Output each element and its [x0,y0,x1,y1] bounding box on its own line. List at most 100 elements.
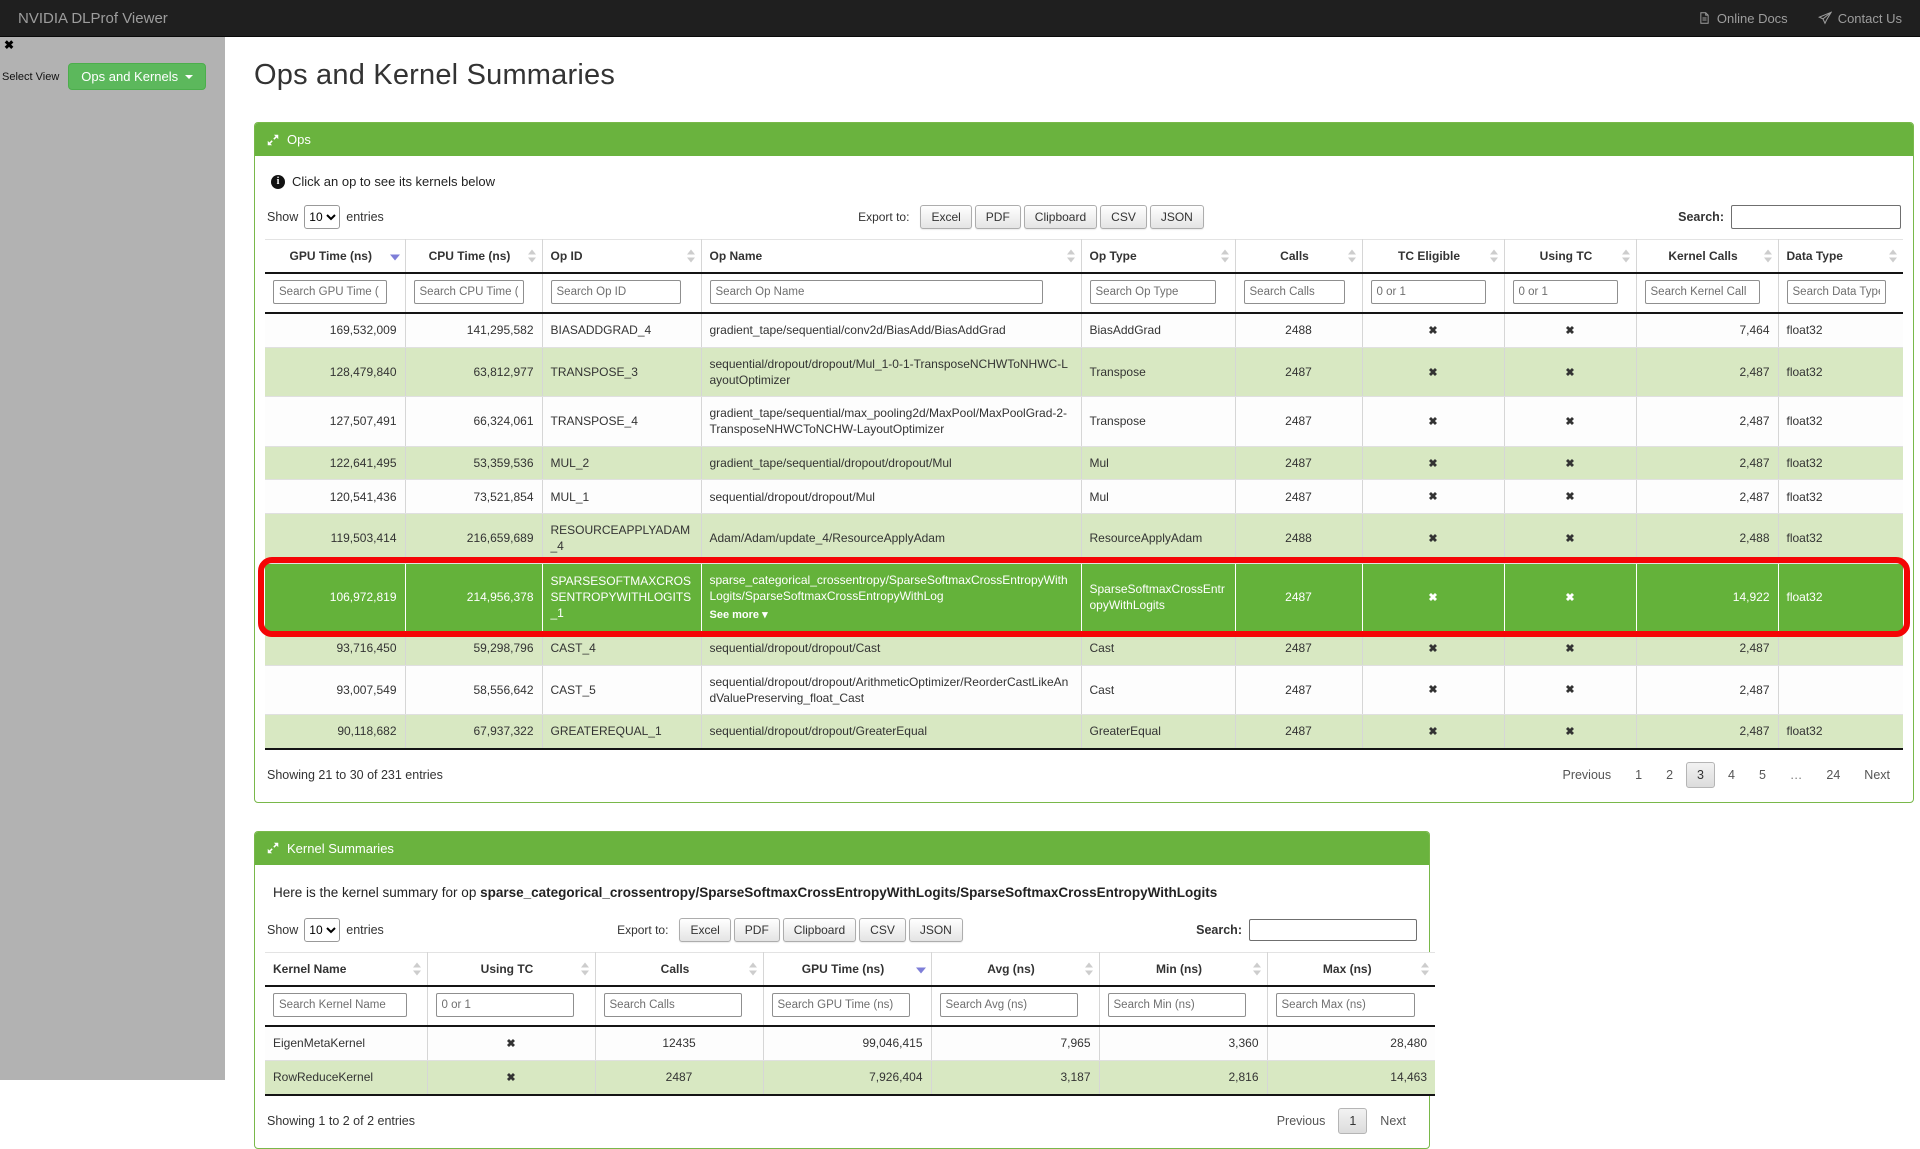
online-docs-link[interactable]: Online Docs [1698,11,1788,26]
table-row[interactable]: 120,541,436 73,521,854 MUL_1 sequential/dro… [265,479,1903,515]
column-header-using-tc[interactable]: Using TC [1504,239,1637,274]
filter-op-type-input[interactable] [1089,280,1216,304]
kernels-export-csv-button[interactable]: CSV [859,917,906,942]
document-icon [1698,11,1711,25]
table-row[interactable]: RowReduceKernel ✖ 2487 7,926,404 3,187 2,816 1… [265,1060,1435,1096]
filter-data-type-input[interactable] [1786,280,1887,304]
column-header-op-name[interactable]: Op Name [701,239,1082,274]
column-header-cpu-time-ns[interactable]: CPU Time (ns) [405,239,543,274]
page-1-button[interactable]: 1 [1338,1107,1368,1134]
table-row[interactable]: 128,479,840 63,812,977 TRANSPOSE_3 sequenti… [265,347,1903,398]
filter-tc-eligible-input[interactable] [1370,280,1486,304]
filter-calls-input[interactable] [603,992,743,1017]
cell-data-type: float32 [1778,347,1903,398]
kernels-showing-entries: Showing 1 to 2 of 2 entries [267,1113,416,1128]
table-row[interactable]: 93,716,450 59,298,796 CAST_4 sequential/dro… [265,631,1903,666]
cell-tc-eligible: ✖ [1362,347,1505,398]
page-24-button[interactable]: 24 [1826,767,1841,782]
column-header-calls[interactable]: Calls [595,952,764,987]
contact-us-link[interactable]: Contact Us [1817,11,1902,26]
column-header-gpu-time-ns[interactable]: GPU Time (ns) [265,239,406,274]
column-header-calls[interactable]: Calls [1235,239,1363,274]
page-5-button[interactable]: 5 [1758,767,1766,782]
table-row[interactable]: 93,007,549 58,556,642 CAST_5 sequential/dro… [265,665,1903,716]
filter-avg-ns-input[interactable] [939,992,1079,1017]
ops-panel-header[interactable]: Ops [255,123,1913,156]
kernels-export-json-button[interactable]: JSON [908,917,963,942]
view-dropdown-button[interactable]: Ops and Kernels [68,63,207,90]
kernels-search-input[interactable] [1248,918,1417,941]
table-row[interactable]: 169,532,009 141,295,582 BIASADDGRAD_4 gradi… [265,313,1903,348]
cell-gpu-time-ns: 99,046,415 [763,1025,932,1061]
kernel-summaries-panel-header[interactable]: Kernel Summaries [255,831,1429,865]
cell-op-id: GREATEREQUAL_1 [542,714,702,750]
page-4-button[interactable]: 4 [1727,767,1735,782]
cell-calls: 2487 [1235,563,1363,632]
cell-calls: 2487 [1235,396,1363,447]
filter-kernel-calls-input[interactable] [1644,280,1760,304]
filter-gpu-time-ns-input[interactable] [771,992,911,1017]
cell-op-name: gradient_tape/sequential/dropout/dropout… [701,446,1082,481]
column-header-kernel-name[interactable]: Kernel Name [265,952,428,987]
cell-op-type: Mul [1081,446,1236,481]
filter-calls-input[interactable] [1243,280,1345,304]
filter-using-tc-input[interactable] [435,992,575,1017]
column-header-kernel-calls[interactable]: Kernel Calls [1636,239,1779,274]
ops-search-input[interactable] [1730,205,1901,229]
kernels-page-length-select[interactable]: 10 [304,917,341,942]
filter-using-tc-input[interactable] [1512,280,1619,304]
filter-cpu-time-ns-input[interactable] [413,280,524,304]
filter-gpu-time-ns-input[interactable] [273,280,387,304]
kernels-export-clipboard-button[interactable]: Clipboard [782,917,857,942]
column-header-max-ns[interactable]: Max (ns) [1267,952,1435,987]
filter-min-ns-input[interactable] [1107,992,1247,1017]
close-sidebar-icon[interactable]: ✖ [4,38,15,52]
sort-icon [1763,249,1773,263]
cell-op-name: sparse_categorical_crossentropy/SparseSo… [701,563,1082,632]
cell-op-name: gradient_tape/sequential/max_pooling2d/M… [701,396,1082,447]
cell-calls: 12435 [595,1025,764,1061]
ops-export-csv-button[interactable]: CSV [1100,205,1147,229]
table-row[interactable]: 119,503,414 216,659,689 RESOURCEAPPLYADAM_… [265,513,1903,564]
kernels-export-excel-button[interactable]: Excel [679,917,731,942]
ops-page-length-select[interactable]: 10 [304,205,341,229]
column-header-avg-ns[interactable]: Avg (ns) [931,952,1100,987]
see-more-link[interactable]: See more ▾ [709,609,768,622]
cell-using-tc: ✖ [1504,347,1637,398]
kernel-summaries-title: Kernel Summaries [287,840,394,856]
column-header-op-id[interactable]: Op ID [542,239,702,274]
next-page-button[interactable]: Next [1380,1113,1406,1128]
cell-using-tc: ✖ [1504,479,1637,515]
ops-export-clipboard-button[interactable]: Clipboard [1023,205,1098,229]
table-row-selected[interactable]: 106,972,819 214,956,378 SPARSESOFTMAXCROSS… [265,563,1903,632]
ops-export-json-button[interactable]: JSON [1149,205,1204,229]
cell-calls: 2487 [1235,665,1363,716]
filter-op-id-input[interactable] [550,280,682,304]
page-3-button[interactable]: 3 [1686,761,1715,788]
previous-page-button[interactable]: Previous [1562,767,1612,782]
column-header-gpu-time-ns[interactable]: GPU Time (ns) [763,952,932,987]
cell-data-type: float32 [1778,513,1903,564]
page-1-button[interactable]: 1 [1635,767,1643,782]
column-header-using-tc[interactable]: Using TC [427,952,596,987]
ops-export-excel-button[interactable]: Excel [920,205,972,229]
column-header-op-type[interactable]: Op Type [1081,239,1236,274]
table-row[interactable]: EigenMetaKernel ✖ 12435 99,046,415 7,965 3,36… [265,1025,1435,1061]
filter-kernel-name-input[interactable] [273,992,407,1017]
previous-page-button[interactable]: Previous [1276,1113,1326,1128]
table-row[interactable]: 127,507,491 66,324,061 TRANSPOSE_4 gradient… [265,396,1903,447]
ops-export-pdf-button[interactable]: PDF [974,205,1021,229]
cell-op-id: CAST_4 [542,631,702,666]
kernels-export-pdf-button[interactable]: PDF [733,917,780,942]
table-row[interactable]: 90,118,682 67,937,322 GREATEREQUAL_1 sequen… [265,714,1903,750]
main-content: Ops and Kernel Summaries Ops Click an op… [225,37,1920,1149]
filter-max-ns-input[interactable] [1275,992,1415,1017]
column-header-data-type[interactable]: Data Type [1778,239,1903,274]
table-row[interactable]: 122,641,495 53,359,536 MUL_2 gradient_tape/… [265,446,1903,481]
page-2-button[interactable]: 2 [1666,767,1674,782]
filter-op-name-input[interactable] [709,280,1044,304]
column-header-tc-eligible[interactable]: TC Eligible [1362,239,1505,274]
cell-data-type: float32 [1778,396,1903,447]
next-page-button[interactable]: Next [1864,767,1890,782]
column-header-min-ns[interactable]: Min (ns) [1099,952,1268,987]
